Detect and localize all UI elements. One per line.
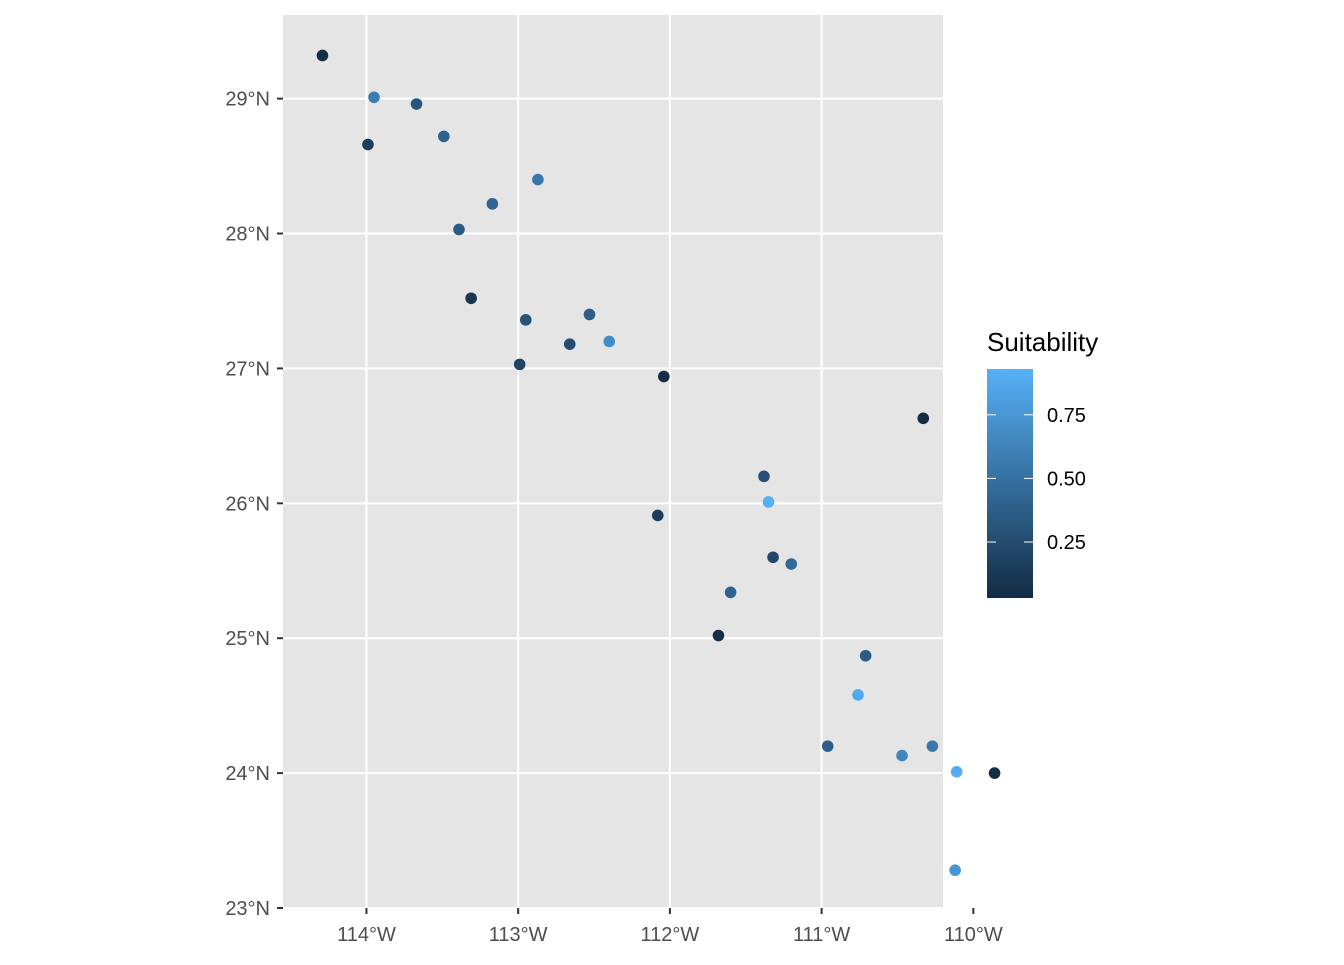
legend-colorbar: [987, 369, 1033, 598]
data-point-20: [785, 558, 798, 570]
data-point-0: [316, 49, 329, 62]
y-tick-label-2: 25°N: [225, 628, 270, 650]
data-point-21: [724, 586, 737, 599]
x-tick-label-2: 112°W: [641, 924, 700, 946]
data-point-23: [859, 649, 872, 662]
data-point-15: [917, 412, 930, 425]
data-point-19: [767, 551, 779, 564]
axes: 114°W 113°W 112°W 111°W 110°W 23°N 24°N 25°N 26°…: [225, 89, 1003, 946]
data-point-27: [896, 749, 908, 762]
legend-title: Suitability: [987, 327, 1098, 357]
data-point-2: [410, 98, 423, 110]
legend-label-1: 0.50: [1047, 468, 1086, 490]
data-point-24: [852, 689, 864, 701]
plot-panel-background: [283, 15, 943, 908]
data-point-3: [362, 138, 374, 151]
data-point-10: [519, 314, 532, 326]
data-point-22: [712, 629, 725, 642]
x-tick-label-4: 110°W: [944, 924, 1003, 946]
data-point-5: [532, 173, 544, 186]
data-point-6: [486, 198, 499, 210]
legend: Suitability 0.25 0.50 0.75: [987, 327, 1098, 598]
data-point-11: [563, 338, 576, 350]
legend-ticks: 0.25 0.50 0.75: [987, 405, 1086, 554]
data-point-4: [438, 130, 450, 143]
data-point-14: [658, 370, 670, 383]
legend-label-2: 0.75: [1047, 405, 1086, 427]
data-point-7: [453, 223, 465, 236]
y-tick-label-0: 23°N: [225, 898, 270, 920]
data-point-1: [368, 91, 380, 104]
data-point-30: [949, 864, 961, 877]
grid-lines: [283, 15, 975, 909]
data-point-9: [583, 308, 596, 321]
y-tick-label-4: 27°N: [225, 358, 270, 380]
data-point-12: [603, 335, 616, 348]
x-tick-label-3: 111°W: [793, 924, 850, 946]
legend-label-0: 0.25: [1047, 532, 1086, 554]
data-point-28: [950, 765, 963, 778]
data-point-16: [758, 470, 770, 483]
data-point-29: [988, 767, 1001, 779]
y-tick-label-1: 24°N: [225, 763, 270, 785]
y-tick-label-6: 29°N: [225, 89, 270, 111]
data-points: [316, 49, 1001, 877]
data-point-18: [651, 509, 664, 522]
data-point-25: [821, 740, 834, 752]
x-tick-label-1: 113°W: [489, 924, 548, 946]
y-tick-label-3: 26°N: [225, 493, 270, 515]
y-tick-label-5: 28°N: [225, 224, 270, 246]
data-point-26: [926, 740, 939, 752]
data-point-8: [465, 292, 477, 305]
data-point-13: [513, 358, 526, 371]
x-tick-label-0: 114°W: [337, 924, 396, 946]
data-point-17: [762, 496, 775, 508]
